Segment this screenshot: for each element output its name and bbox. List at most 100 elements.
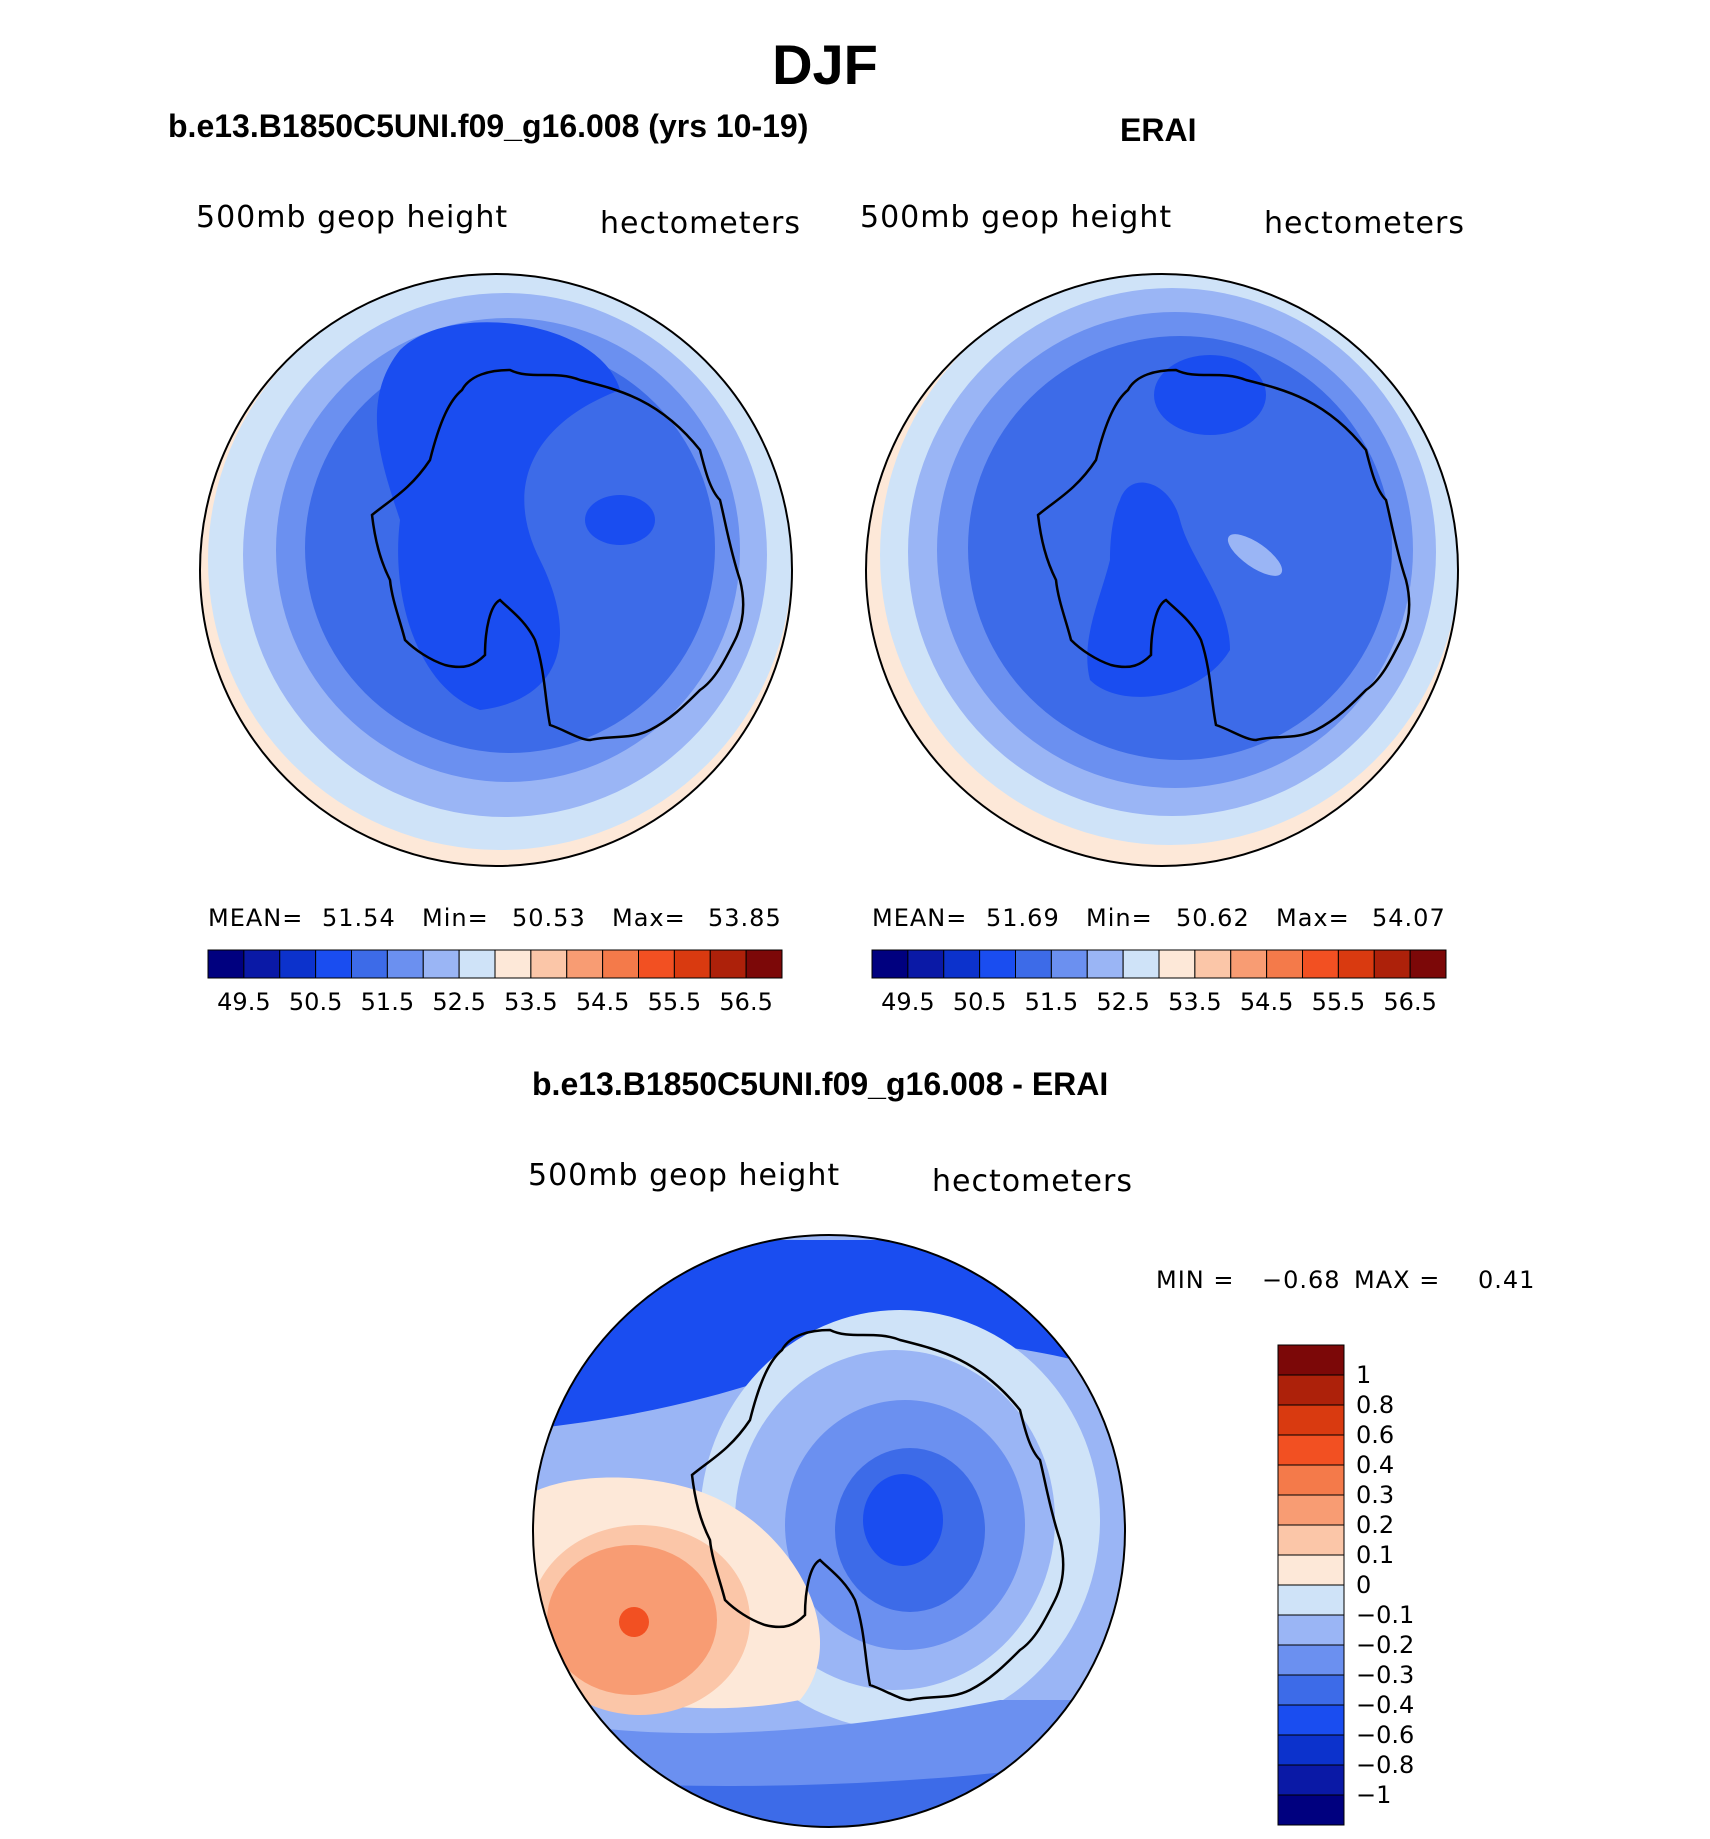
diff-colorbar-tick-label: −0.6 xyxy=(1356,1721,1414,1749)
diff-colorbar-swatch xyxy=(1277,1344,1345,1376)
obs-units-label: hectometers xyxy=(1264,206,1465,241)
model-colorbar-tick-label: 54.5 xyxy=(576,988,629,1016)
model-colorbar-tick-label: 53.5 xyxy=(504,988,557,1016)
obs-colorbar-swatch xyxy=(1122,949,1160,979)
model-units-label: hectometers xyxy=(600,206,801,241)
obs-polar-map xyxy=(866,274,1458,866)
diff-colorbar-tick-label: 0.4 xyxy=(1356,1451,1394,1479)
diff-variable-label: 500mb geop height xyxy=(528,1158,841,1193)
model-colorbar-tick-label: 51.5 xyxy=(361,988,414,1016)
diff-max-value: 0.41 xyxy=(1478,1266,1536,1294)
obs-colorbar-tick-label: 55.5 xyxy=(1312,988,1365,1016)
model-colorbar-tick-label: 49.5 xyxy=(217,988,270,1016)
model-colorbar-swatch xyxy=(745,949,783,979)
model-colorbar-swatch xyxy=(638,949,675,979)
obs-max-value: 54.07 xyxy=(1372,904,1446,932)
obs-colorbar-tick-label: 50.5 xyxy=(953,988,1006,1016)
obs-max-label: Max= xyxy=(1276,904,1350,932)
model-colorbar-swatch xyxy=(673,949,711,979)
model-polar-map xyxy=(200,274,792,866)
diff-panel-title: b.e13.B1850C5UNI.f09_g16.008 - ERAI xyxy=(532,1066,1109,1102)
obs-colorbar-swatch xyxy=(907,949,945,979)
model-colorbar-tick-label: 56.5 xyxy=(719,988,772,1016)
model-colorbar-swatch xyxy=(530,949,568,979)
model-colorbar-swatch xyxy=(207,949,245,979)
diff-colorbar-tick-label: −0.2 xyxy=(1356,1631,1414,1659)
obs-colorbar-swatch xyxy=(943,949,981,979)
diff-colorbar-tick-label: −0.4 xyxy=(1356,1691,1414,1719)
diff-colorbar-swatch xyxy=(1277,1764,1345,1796)
diff-colorbar-tick-label: −0.3 xyxy=(1356,1661,1414,1689)
model-colorbar-swatch xyxy=(422,949,460,979)
diff-colorbar-tick-label: 0.8 xyxy=(1356,1391,1394,1419)
diff-colorbar-swatch xyxy=(1277,1674,1345,1706)
model-colorbar-tick-label: 52.5 xyxy=(432,988,485,1016)
obs-colorbar-swatch xyxy=(979,949,1016,979)
model-colorbar-swatch xyxy=(494,949,532,979)
obs-colorbar-swatch xyxy=(1158,949,1196,979)
diff-units-label: hectometers xyxy=(932,1164,1133,1199)
diff-max-label: MAX = xyxy=(1354,1266,1441,1294)
diff-min-value: −0.68 xyxy=(1262,1266,1341,1294)
diff-colorbar-tick-label: 0.6 xyxy=(1356,1421,1394,1449)
obs-mean-label: MEAN= xyxy=(872,904,968,932)
diff-colorbar-tick-label: 0.2 xyxy=(1356,1511,1394,1539)
model-colorbar-swatch xyxy=(566,949,604,979)
obs-colorbar-swatch xyxy=(1050,949,1088,979)
diff-map-border xyxy=(532,1234,1126,1828)
model-min-value: 50.53 xyxy=(512,904,586,932)
obs-colorbar-swatch xyxy=(1015,949,1052,979)
obs-min-value: 50.62 xyxy=(1176,904,1250,932)
obs-colorbar-swatch xyxy=(1086,949,1124,979)
obs-colorbar-tick-label: 56.5 xyxy=(1383,988,1436,1016)
model-colorbar: 49.5 50.5 51.5 52.5 53.5 54.5 55.5 56.5 xyxy=(207,949,783,1016)
obs-colorbar-tick-label: 51.5 xyxy=(1025,988,1078,1016)
obs-colorbar-tick-label: 53.5 xyxy=(1168,988,1221,1016)
diff-colorbar-tick-label: −0.8 xyxy=(1356,1751,1414,1779)
model-variable-label: 500mb geop height xyxy=(196,200,509,235)
obs-map-border xyxy=(865,273,1459,867)
obs-colorbar-swatch xyxy=(871,949,909,979)
diff-colorbar-tick-label: −0.1 xyxy=(1356,1601,1414,1629)
model-mean-value: 51.54 xyxy=(322,904,396,932)
model-max-label: Max= xyxy=(612,904,686,932)
obs-colorbar: 49.5 50.5 51.5 52.5 53.5 54.5 55.5 56.5 xyxy=(871,949,1447,1016)
diff-colorbar: −1−0.8−0.6−0.4−0.3−0.2−0.100.10.20.30.40… xyxy=(1277,1344,1414,1826)
diff-colorbar-swatch xyxy=(1277,1734,1345,1766)
diff-colorbar-swatch xyxy=(1277,1464,1345,1496)
model-mean-label: MEAN= xyxy=(208,904,304,932)
obs-colorbar-swatch xyxy=(1302,949,1339,979)
obs-variable-label: 500mb geop height xyxy=(860,200,1173,235)
obs-colorbar-swatch xyxy=(1409,949,1447,979)
diff-colorbar-swatch xyxy=(1277,1494,1345,1526)
model-colorbar-swatch xyxy=(315,949,352,979)
model-map-border xyxy=(199,273,793,867)
diff-colorbar-swatch xyxy=(1277,1794,1345,1826)
diff-colorbar-swatch xyxy=(1277,1644,1345,1676)
obs-colorbar-swatch xyxy=(1230,949,1268,979)
diff-colorbar-swatch xyxy=(1277,1614,1345,1646)
diff-colorbar-swatch xyxy=(1277,1434,1345,1466)
diff-colorbar-swatch xyxy=(1277,1374,1345,1406)
diff-colorbar-tick-label: 0.1 xyxy=(1356,1541,1394,1569)
diff-colorbar-swatch xyxy=(1277,1584,1345,1616)
obs-panel-title: ERAI xyxy=(1120,112,1197,148)
diff-polar-map xyxy=(533,1235,1125,1827)
obs-colorbar-swatch xyxy=(1266,949,1303,979)
model-colorbar-swatch xyxy=(279,949,317,979)
diff-colorbar-swatch xyxy=(1277,1554,1345,1586)
diff-colorbar-swatch xyxy=(1277,1404,1345,1436)
diff-colorbar-tick-label: −1 xyxy=(1356,1781,1391,1809)
model-max-value: 53.85 xyxy=(708,904,782,932)
obs-colorbar-tick-label: 54.5 xyxy=(1240,988,1293,1016)
obs-colorbar-swatch xyxy=(1373,949,1411,979)
diff-colorbar-swatch xyxy=(1277,1704,1345,1736)
diff-colorbar-tick-label: 0 xyxy=(1356,1571,1371,1599)
model-colorbar-swatch xyxy=(602,949,639,979)
page-title: DJF xyxy=(772,33,878,96)
model-colorbar-swatch xyxy=(386,949,424,979)
diff-colorbar-swatch xyxy=(1277,1524,1345,1556)
obs-mean-value: 51.69 xyxy=(986,904,1060,932)
model-colorbar-swatch xyxy=(243,949,281,979)
